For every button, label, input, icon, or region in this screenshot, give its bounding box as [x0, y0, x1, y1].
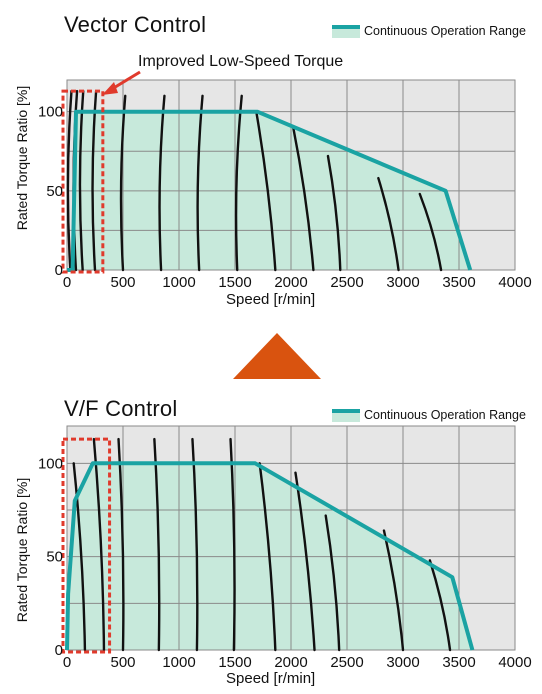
x-tick-label: 1500: [218, 654, 251, 671]
x-tick-label: 3000: [386, 274, 419, 291]
torque-curve: [158, 94, 166, 272]
y-tick-label: 0: [55, 262, 63, 279]
torque-curve: [292, 126, 315, 272]
vf-control-panel: V/F Control Continuous Operation Range R…: [0, 388, 542, 694]
torque-curve: [258, 462, 277, 652]
vector-control-chart: 0 500 1000 1500 2000 2500 3000 3500 4000 0 50 100 Im…: [38, 53, 532, 291]
x-tick-label: 3000: [386, 654, 419, 671]
torque-curve: [377, 176, 400, 272]
vector-control-panel: Vector Control Continuous Operation Rang…: [0, 0, 542, 320]
torque-curve: [196, 94, 204, 272]
torque-curve: [418, 192, 443, 272]
annotation-label: Improved Low-Speed Torque: [138, 53, 343, 70]
torque-curve: [119, 94, 127, 272]
x-tick-label: 2000: [274, 274, 307, 291]
x-tick-label: 4000: [498, 654, 531, 671]
torque-curve: [428, 559, 452, 652]
x-axis-label: Speed [r/min]: [226, 670, 316, 687]
x-tick-label: 2500: [330, 654, 363, 671]
torque-curve: [326, 154, 342, 272]
x-tick-label: 500: [110, 654, 135, 671]
x-axis-label: Speed [r/min]: [226, 291, 316, 308]
torque-curve: [324, 514, 341, 652]
torque-curve: [255, 110, 277, 272]
y-tick-label: 50: [46, 549, 63, 566]
torque-curve: [382, 529, 405, 652]
low-speed-highlight-box: [61, 89, 105, 274]
x-tick-label: 1000: [162, 274, 195, 291]
y-tick-label: 100: [38, 104, 63, 121]
y-tick-label: 100: [38, 455, 63, 472]
legend-swatch: [332, 408, 360, 422]
chart-title: Vector Control: [64, 12, 207, 37]
x-tick-label: 2500: [330, 274, 363, 291]
x-tick-label: 0: [63, 274, 71, 291]
torque-curve: [72, 462, 87, 652]
legend-label: Continuous Operation Range: [364, 408, 526, 422]
operation-range-line: [65, 461, 475, 651]
up-arrow-icon: [233, 333, 321, 379]
torque-curve: [66, 89, 73, 272]
legend-swatch: [332, 24, 360, 38]
x-tick-label: 4000: [498, 274, 531, 291]
x-tick-label: 3500: [442, 274, 475, 291]
torque-curve: [234, 94, 243, 272]
x-tick-label: 0: [63, 654, 71, 671]
x-tick-label: 1500: [218, 274, 251, 291]
x-tick-label: 500: [110, 274, 135, 291]
y-tick-label: 0: [55, 642, 63, 659]
operation-range-line: [67, 109, 473, 272]
legend: Continuous Operation Range: [332, 408, 526, 422]
chart-title: V/F Control: [64, 396, 178, 421]
annotation-arrow-head: [102, 82, 118, 95]
torque-curve: [294, 471, 316, 652]
x-tick-label: 3500: [442, 654, 475, 671]
legend: Continuous Operation Range: [332, 24, 526, 38]
x-tick-label: 2000: [274, 654, 307, 671]
x-tick-label: 1000: [162, 654, 195, 671]
vf-control-chart: 0 500 1000 1500 2000 2500 3000 3500 4000 0 50 100: [38, 425, 532, 671]
annotation-arrow-line: [111, 70, 141, 91]
plot-border: [66, 425, 516, 651]
low-speed-highlight-box: [61, 437, 112, 654]
y-tick-label: 50: [46, 183, 63, 200]
legend-label: Continuous Operation Range: [364, 24, 526, 38]
